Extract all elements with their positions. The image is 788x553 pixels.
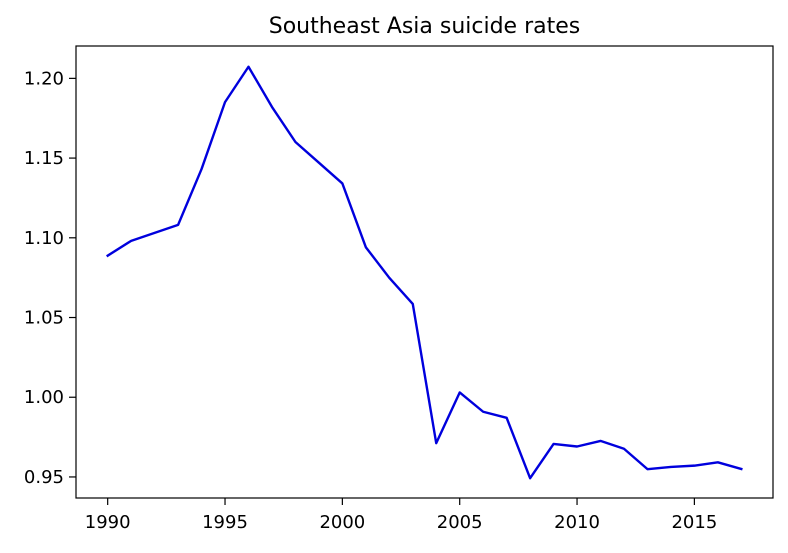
series-layer	[106, 65, 743, 480]
axes: 1990 1995 2000 2005 2010 2015 0.95 1.00 1.05 1.10…	[24, 68, 717, 533]
y-tick-label: 1.10	[24, 228, 64, 249]
y-tick-label: 1.20	[24, 68, 64, 89]
series-line-0	[106, 65, 743, 480]
y-tick-label: 1.15	[24, 148, 64, 169]
y-tick-label: 0.95	[24, 467, 64, 488]
y-tick-label: 1.05	[24, 308, 64, 329]
x-tick-label: 1995	[202, 512, 248, 533]
chart-title: Southeast Asia suicide rates	[269, 14, 581, 39]
x-tick-label: 2005	[437, 512, 483, 533]
x-tick-label: 1990	[85, 512, 131, 533]
y-tick-label: 1.00	[24, 387, 64, 408]
x-tick-label: 2010	[554, 512, 600, 533]
x-tick-label: 2000	[319, 512, 365, 533]
x-tick-label: 2015	[671, 512, 717, 533]
plot-frame	[75, 45, 774, 499]
